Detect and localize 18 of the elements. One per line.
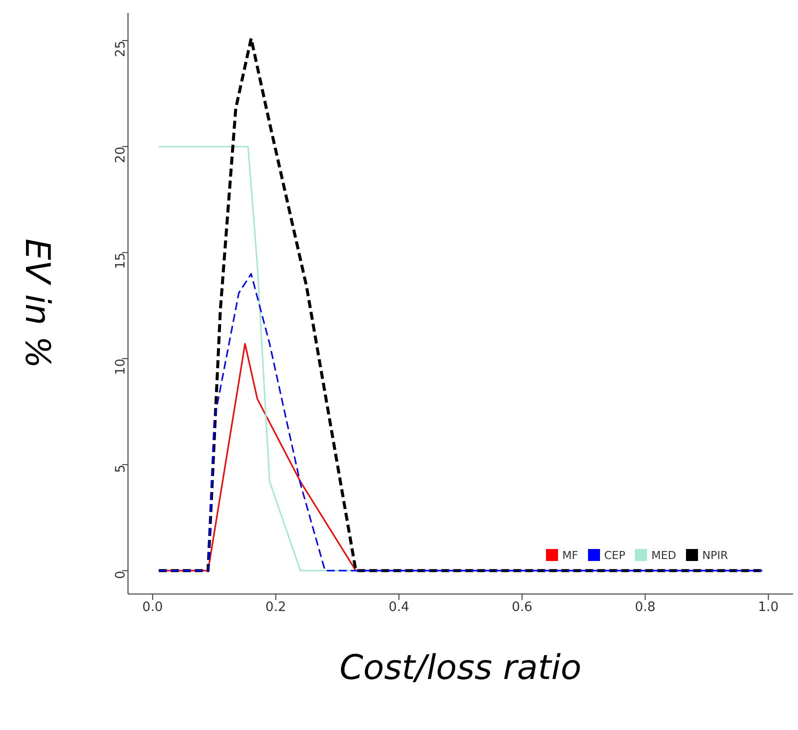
x-tick-label: 0.0 (142, 600, 163, 616)
y-tick-label: 5 (114, 464, 129, 473)
x-tick-label: 0.4 (388, 600, 410, 616)
legend-label: CEP (604, 549, 626, 562)
x-tick-label: 1.0 (758, 600, 779, 616)
y-tick-label: 0 (114, 570, 129, 579)
y-axis-title: EV in % (16, 238, 57, 368)
x-tick-label: 0.2 (265, 600, 286, 616)
x-tick-label: 0.8 (634, 600, 656, 616)
y-tick-label: 10 (114, 358, 129, 376)
x-axis-title: Cost/loss ratio (340, 648, 582, 688)
y-tick-label: 25 (114, 40, 129, 58)
legend-label: MF (562, 549, 578, 562)
x-tick-label: 0.6 (512, 600, 532, 616)
y-tick-label: 15 (114, 252, 129, 270)
y-tick-label: 20 (114, 146, 129, 164)
legend-label: NPIR (702, 549, 728, 562)
legend-label: MED (651, 549, 676, 562)
